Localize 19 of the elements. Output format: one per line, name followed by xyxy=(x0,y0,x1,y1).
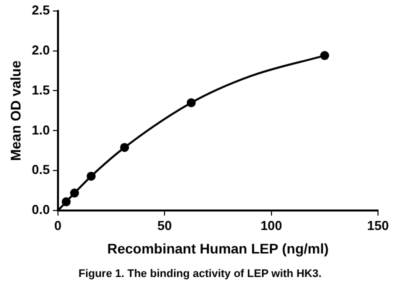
x-tick-label: 150 xyxy=(367,218,389,233)
y-tick-label: 0.0 xyxy=(32,202,50,218)
x-tick-label: 0 xyxy=(54,218,62,233)
point xyxy=(320,51,330,60)
x-axis-title: Recombinant Human LEP (ng/ml) xyxy=(107,240,329,256)
y-tick-label: 2.5 xyxy=(32,2,50,18)
point xyxy=(62,197,71,206)
point xyxy=(186,98,196,108)
y-tick-label: 1.0 xyxy=(32,122,50,138)
point xyxy=(70,188,80,198)
y-axis-title: Mean OD value xyxy=(7,60,24,161)
x-tick-label: 100 xyxy=(260,218,282,233)
x-tick-label: 50 xyxy=(157,218,172,233)
y-tick-label: 2.0 xyxy=(32,42,50,58)
y-tick-label: 0.5 xyxy=(32,162,50,178)
caption: Figure 1. The binding activity of LEP with HK3. xyxy=(77,268,323,280)
point xyxy=(86,172,96,181)
point xyxy=(120,142,130,152)
y-tick-label: 1.5 xyxy=(32,82,50,98)
